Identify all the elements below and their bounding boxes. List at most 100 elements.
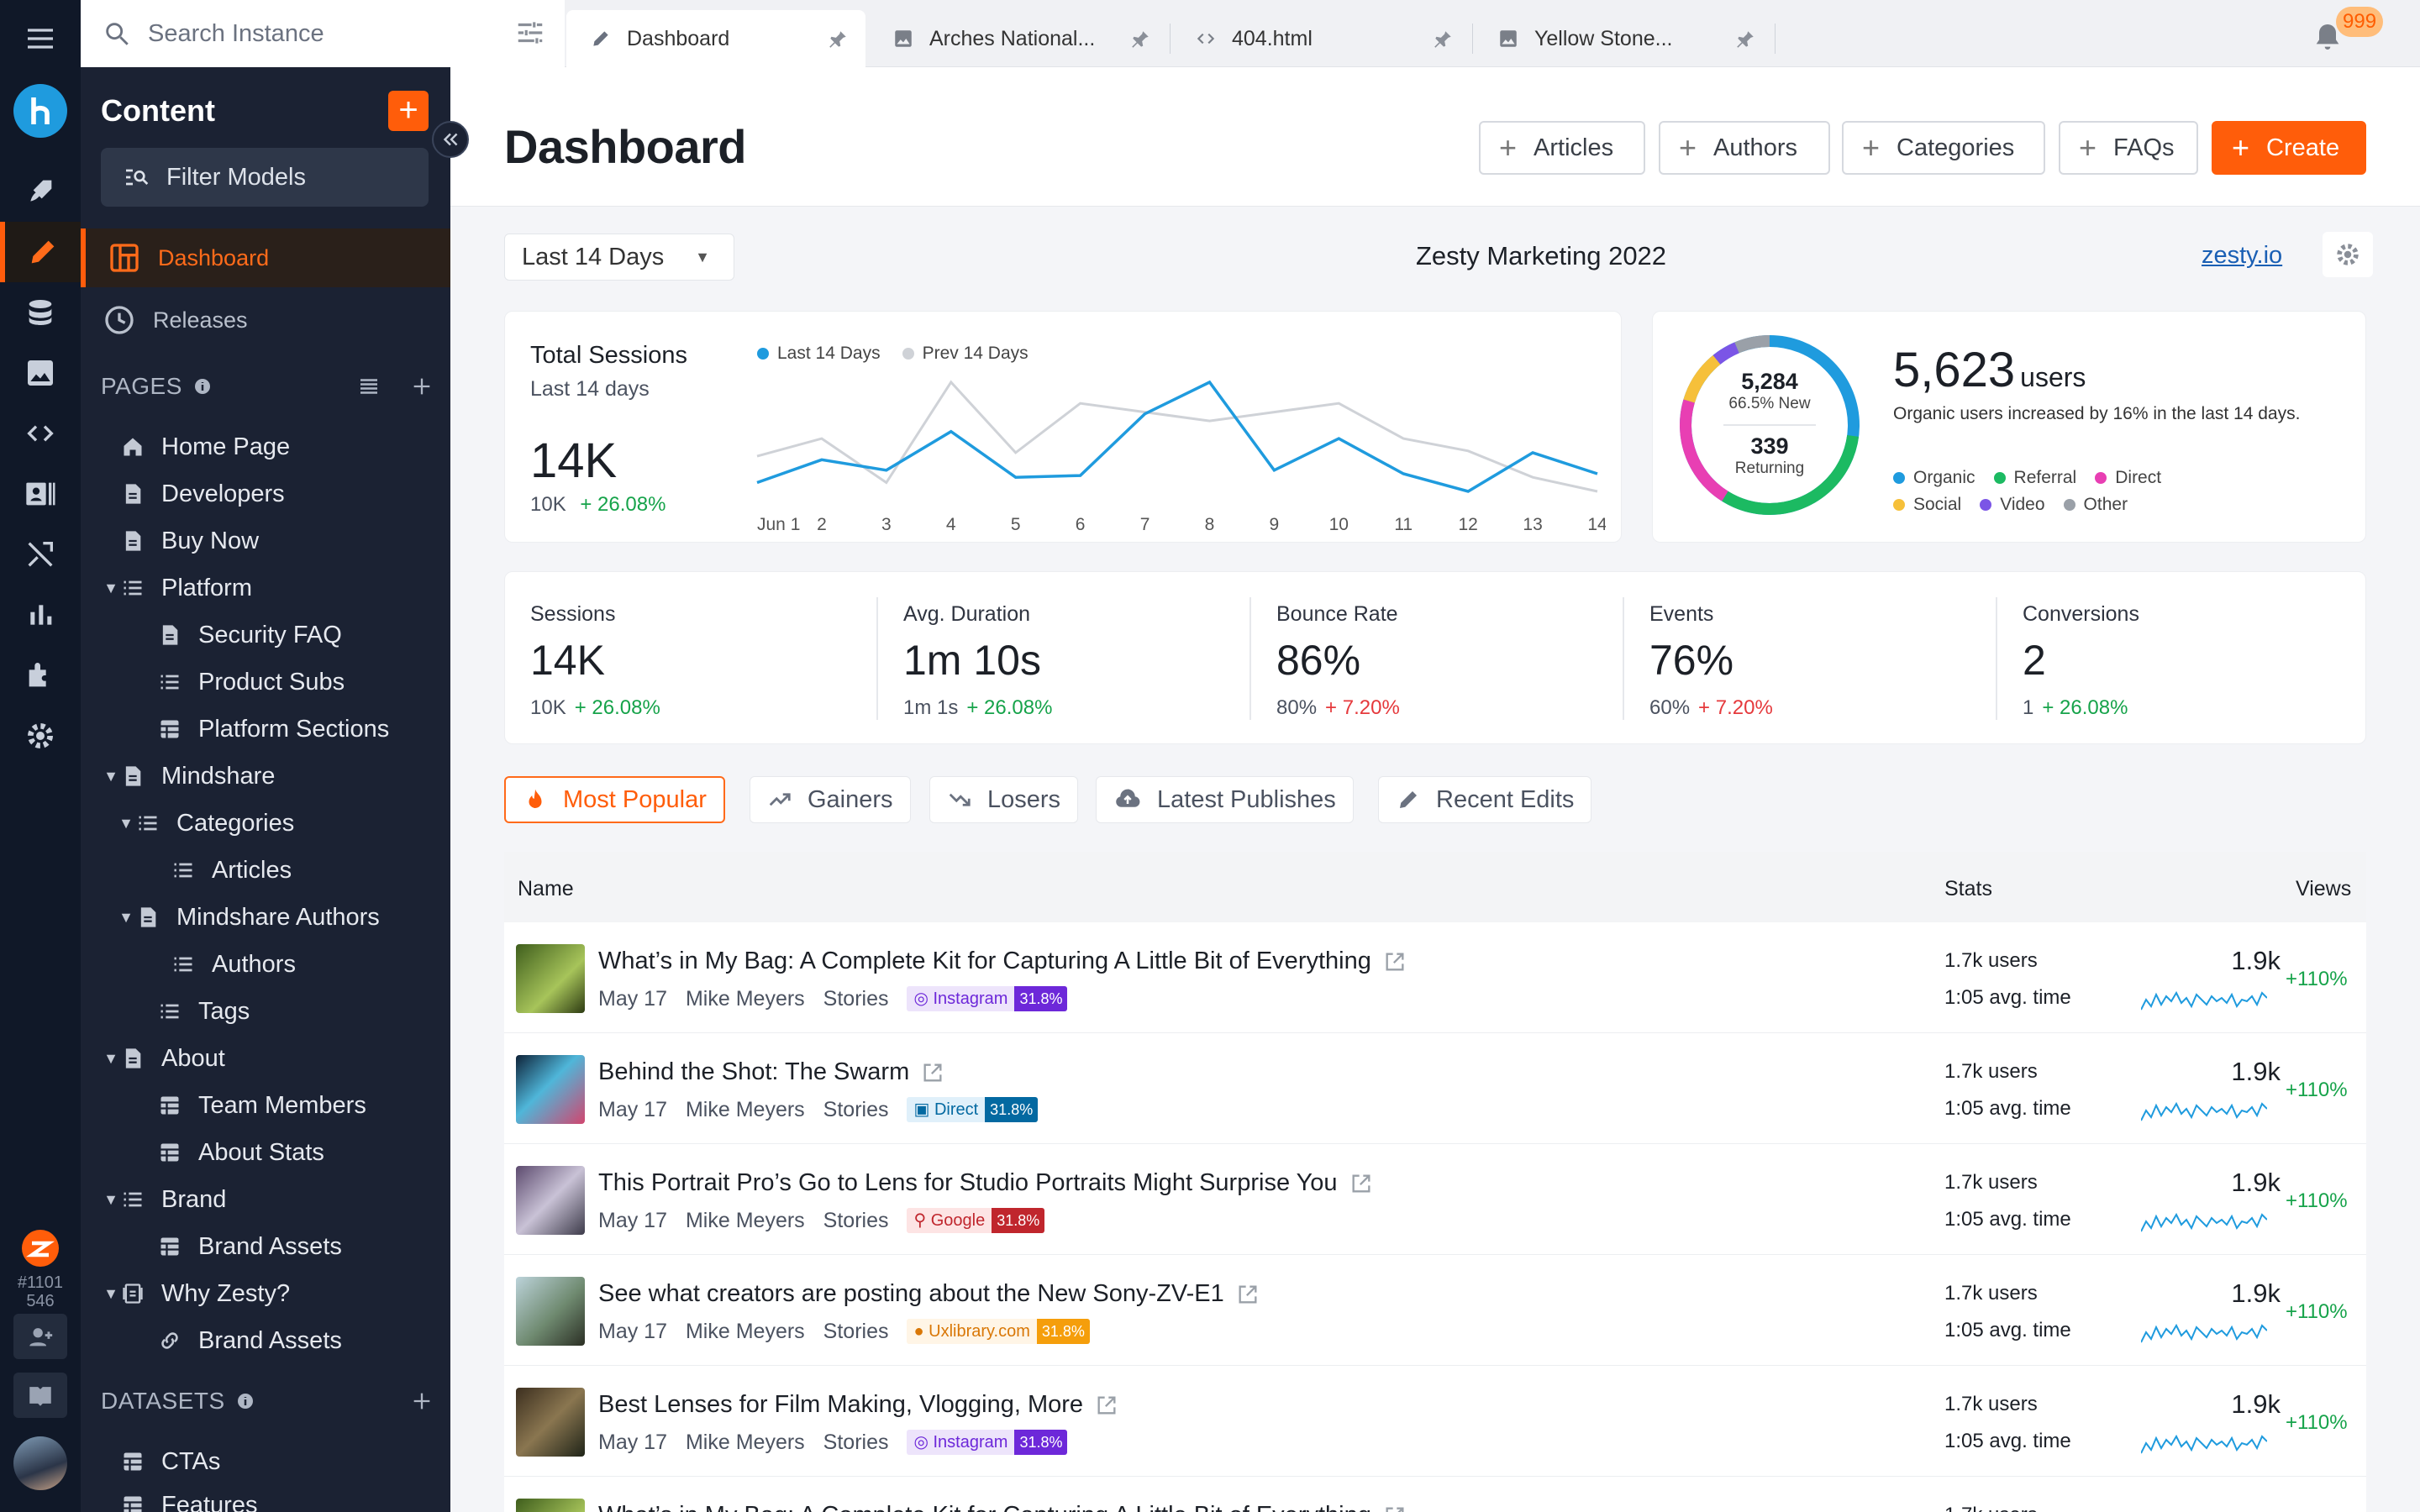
row-author[interactable]: Mike Meyers xyxy=(685,986,805,1011)
table-row[interactable]: This Portrait Pro’s Go to Lens for Studi… xyxy=(504,1144,2366,1255)
row-title[interactable]: What’s in My Bag: A Complete Kit for Cap… xyxy=(598,948,1407,975)
settings-button[interactable] xyxy=(2323,232,2373,277)
tree-item-platform[interactable]: ▼ Platform xyxy=(101,564,252,612)
tree-item-home-page[interactable]: Home Page xyxy=(101,423,290,470)
tree-item-categories[interactable]: ▼ Categories xyxy=(116,800,294,847)
bell-icon[interactable] xyxy=(2311,20,2344,54)
rocket-icon[interactable] xyxy=(0,161,81,222)
row-author[interactable]: Mike Meyers xyxy=(685,1208,805,1232)
avatar[interactable] xyxy=(13,1436,67,1490)
caret-down-icon[interactable]: ▼ xyxy=(103,579,118,596)
domain-link[interactable]: zesty.io xyxy=(2202,242,2283,269)
tree-item-security-faq[interactable]: Security FAQ xyxy=(138,612,342,659)
tree-item-team-members[interactable]: Team Members xyxy=(138,1082,366,1129)
tree-item-platform-sections[interactable]: Platform Sections xyxy=(138,706,389,753)
tree-item-brand[interactable]: ▼ Brand xyxy=(101,1176,226,1223)
menu-icon[interactable] xyxy=(0,8,81,69)
tree-item-articles[interactable]: Articles xyxy=(151,847,292,894)
add-faqs-button[interactable]: + FAQs xyxy=(2059,121,2198,175)
caret-down-icon[interactable]: ▼ xyxy=(118,814,134,832)
tree-item-mindshare[interactable]: ▼ Mindshare xyxy=(101,753,275,800)
filter-models[interactable]: Filter Models xyxy=(101,148,429,207)
row-author[interactable]: Mike Meyers xyxy=(685,1430,805,1454)
image-icon[interactable] xyxy=(0,343,81,403)
database-icon[interactable] xyxy=(0,282,81,343)
list-view-icon[interactable] xyxy=(356,374,381,399)
table-row[interactable]: What’s in My Bag: A Complete Kit for Cap… xyxy=(504,922,2366,1033)
add-authors-button[interactable]: + Authors xyxy=(1659,121,1830,175)
redirects-icon[interactable] xyxy=(0,524,81,585)
collapse-nav-button[interactable] xyxy=(432,121,469,158)
row-title[interactable]: This Portrait Pro’s Go to Lens for Studi… xyxy=(598,1169,1373,1197)
tree-item-tags[interactable]: Tags xyxy=(138,988,250,1035)
add-content-button[interactable]: + xyxy=(388,91,429,131)
external-link-icon[interactable] xyxy=(1383,1504,1407,1512)
filter-losers[interactable]: Losers xyxy=(929,776,1079,823)
zesty-logo-icon[interactable] xyxy=(0,81,81,141)
row-author[interactable]: Mike Meyers xyxy=(685,1319,805,1343)
tree-item-brand-assets-link[interactable]: Brand Assets xyxy=(138,1317,342,1364)
search-input[interactable]: Search Instance xyxy=(148,19,324,47)
tab-arches[interactable]: Arches National... xyxy=(869,10,1168,67)
add-dataset-icon[interactable] xyxy=(410,1389,434,1413)
pin-icon[interactable] xyxy=(1129,29,1151,50)
nav-item-releases[interactable]: Releases xyxy=(81,291,450,349)
pencil-icon[interactable] xyxy=(0,222,81,282)
invite-user-icon[interactable] xyxy=(13,1314,67,1359)
tree-item-about-stats[interactable]: About Stats xyxy=(138,1129,324,1176)
table-row[interactable]: Behind the Shot: The Swarm May 17 Mike Mey… xyxy=(504,1033,2366,1144)
nav-item-dashboard[interactable]: Dashboard xyxy=(81,228,450,287)
row-title[interactable]: Behind the Shot: The Swarm xyxy=(598,1058,944,1086)
filter-recent-edits[interactable]: Recent Edits xyxy=(1378,776,1592,823)
external-link-icon[interactable] xyxy=(921,1061,944,1084)
tab-dashboard[interactable]: Dashboard xyxy=(566,10,865,67)
add-categories-button[interactable]: + Categories xyxy=(1842,121,2045,175)
tree-item-buy-now[interactable]: Buy Now xyxy=(101,517,259,564)
tree-item-developers[interactable]: Developers xyxy=(101,470,285,517)
pin-icon[interactable] xyxy=(1432,29,1454,50)
caret-down-icon[interactable]: ▼ xyxy=(103,1049,118,1067)
add-articles-button[interactable]: + Articles xyxy=(1479,121,1645,175)
code-icon[interactable] xyxy=(0,403,81,464)
caret-down-icon[interactable]: ▼ xyxy=(103,1190,118,1208)
table-row[interactable]: See what creators are posting about the … xyxy=(504,1255,2366,1366)
settings-icon[interactable] xyxy=(0,706,81,766)
table-row[interactable]: What’s in My Bag: A Complete Kit for Cap… xyxy=(504,1477,2366,1512)
add-page-icon[interactable] xyxy=(410,375,434,398)
pin-icon[interactable] xyxy=(1734,29,1756,50)
tree-item-why-zesty[interactable]: ▼ Why Zesty? xyxy=(101,1270,290,1317)
search-instance[interactable]: Search Instance xyxy=(81,0,565,67)
caret-down-icon[interactable]: ▼ xyxy=(103,1284,118,1302)
tab-404[interactable]: 404.html xyxy=(1171,10,1470,67)
date-range-select[interactable]: Last 14 Days ▼ xyxy=(504,234,734,281)
caret-down-icon[interactable]: ▼ xyxy=(118,908,134,926)
external-link-icon[interactable] xyxy=(1236,1283,1260,1306)
docs-book-icon[interactable] xyxy=(13,1373,67,1418)
row-title[interactable]: Best Lenses for Film Making, Vlogging, M… xyxy=(598,1391,1118,1419)
filter-gainers[interactable]: Gainers xyxy=(750,776,911,823)
apps-icon[interactable] xyxy=(0,645,81,706)
tree-item-product-subs[interactable]: Product Subs xyxy=(138,659,345,706)
tune-icon[interactable] xyxy=(514,17,546,49)
tree-item-about[interactable]: ▼ About xyxy=(101,1035,225,1082)
row-author[interactable]: Mike Meyers xyxy=(685,1097,805,1121)
tab-yellowstone[interactable]: Yellow Stone... xyxy=(1474,10,1773,67)
filter-latest-publishes[interactable]: Latest Publishes xyxy=(1096,776,1354,823)
row-title[interactable]: See what creators are posting about the … xyxy=(598,1280,1260,1308)
leads-icon[interactable] xyxy=(0,464,81,524)
external-link-icon[interactable] xyxy=(1383,950,1407,974)
tree-item-authors[interactable]: Authors xyxy=(151,941,296,988)
tree-item-features[interactable]: Features xyxy=(101,1482,257,1512)
tree-item-brand-assets[interactable]: Brand Assets xyxy=(138,1223,342,1270)
tree-item-mindshare-authors[interactable]: ▼ Mindshare Authors xyxy=(116,894,380,941)
create-button[interactable]: + Create xyxy=(2212,121,2366,175)
pin-icon[interactable] xyxy=(827,29,849,50)
caret-down-icon[interactable]: ▼ xyxy=(103,767,118,785)
analytics-icon[interactable] xyxy=(0,585,81,645)
external-link-icon[interactable] xyxy=(1349,1172,1373,1195)
row-title[interactable]: What’s in My Bag: A Complete Kit for Cap… xyxy=(598,1502,1407,1512)
external-link-icon[interactable] xyxy=(1095,1394,1118,1417)
tree-item-ctas[interactable]: CTAs xyxy=(101,1438,220,1485)
filter-most-popular[interactable]: Most Popular xyxy=(504,776,725,823)
table-row[interactable]: Best Lenses for Film Making, Vlogging, M… xyxy=(504,1366,2366,1477)
